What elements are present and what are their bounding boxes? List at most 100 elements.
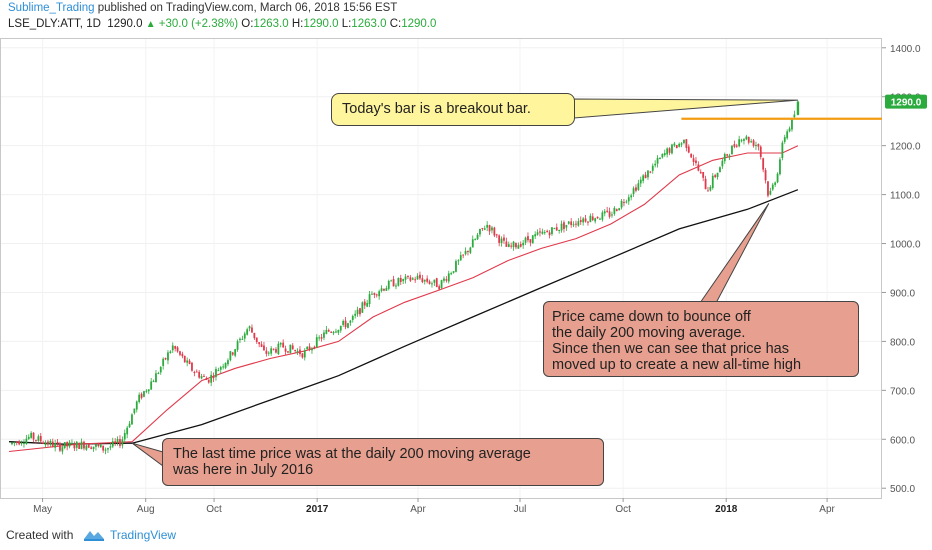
- candle-body: [594, 218, 597, 222]
- candle-body: [150, 381, 153, 390]
- x-tick-label: Aug: [137, 504, 155, 515]
- candle-body: [44, 442, 47, 446]
- candle-body: [639, 179, 642, 184]
- candle-body: [368, 294, 371, 305]
- candle-body: [241, 338, 244, 340]
- y-tick-label: 1100.0: [890, 191, 920, 202]
- july-note-line-2: was here in July 2016: [173, 462, 314, 478]
- candle-body: [747, 136, 750, 143]
- candle-body: [61, 447, 64, 452]
- candle-body: [728, 155, 731, 158]
- candle-body: [260, 344, 263, 347]
- candle-body: [644, 174, 647, 179]
- y-tick-label: 500.0: [890, 484, 915, 495]
- candle-body: [186, 360, 189, 363]
- candle-body: [471, 239, 474, 248]
- candle-body: [289, 344, 292, 354]
- x-tick-label: Apr: [819, 504, 835, 515]
- candle-body: [519, 244, 522, 247]
- candle-body: [217, 370, 220, 372]
- callout-pointers: [131, 98, 798, 467]
- candle-body: [735, 145, 738, 147]
- candle-body: [690, 153, 693, 158]
- candle-body: [99, 444, 102, 448]
- candle-body: [416, 275, 419, 280]
- candle-body: [788, 128, 791, 132]
- candle-body: [299, 349, 301, 355]
- candle-body: [692, 158, 695, 162]
- candle-body: [529, 239, 532, 243]
- candle-body: [107, 448, 109, 450]
- candle-body: [236, 341, 239, 350]
- candle-body: [635, 187, 637, 191]
- candle-body: [200, 376, 203, 379]
- candle-body: [39, 435, 42, 442]
- candle-body: [759, 146, 762, 158]
- candle-body: [308, 346, 311, 350]
- candle-body: [570, 221, 573, 225]
- candle-body: [539, 231, 541, 233]
- candle-body: [207, 379, 210, 383]
- x-tick-label: 2018: [715, 504, 738, 515]
- candle-body: [315, 337, 318, 348]
- candle-body: [277, 343, 280, 355]
- symbol-line: LSE_DLY:ATT, 1D 1290.0 ▲ +30.0 (+2.38%) …: [8, 18, 436, 30]
- candle-body: [363, 301, 366, 306]
- author-link[interactable]: Sublime_Trading: [8, 2, 95, 14]
- candle-body: [527, 236, 529, 241]
- candle-body: [685, 139, 688, 148]
- bounce-note-line-1: Price came down to bounce off: [552, 309, 751, 325]
- candle-body: [404, 276, 407, 280]
- candle-body: [659, 157, 661, 159]
- candle-body: [222, 366, 225, 368]
- low-label: L:: [341, 18, 352, 30]
- candle-body: [565, 224, 568, 228]
- x-tick-label: Oct: [206, 504, 222, 515]
- candle-body: [419, 274, 421, 279]
- candle-body: [37, 436, 40, 441]
- candle-body: [210, 374, 213, 383]
- candle-body: [387, 280, 390, 289]
- candle-body: [313, 346, 316, 349]
- candle-body: [467, 250, 469, 252]
- candle-body: [114, 441, 117, 443]
- candle-body: [714, 175, 717, 178]
- candle-body: [162, 358, 165, 366]
- x-tick-label: May: [33, 504, 52, 515]
- symbol-label: LSE_DLY:ATT, 1D: [8, 18, 101, 30]
- candle-body: [354, 313, 357, 316]
- candle-body: [483, 228, 486, 230]
- candle-body: [383, 288, 385, 291]
- x-tick-label: Apr: [410, 504, 426, 515]
- candle-body: [366, 302, 369, 307]
- candle-body: [183, 355, 186, 363]
- candle-body: [303, 350, 306, 358]
- candle-body: [359, 308, 361, 315]
- candle-body: [140, 393, 143, 398]
- candle-body: [121, 439, 124, 446]
- candle-body: [656, 158, 659, 164]
- candle-body: [320, 337, 323, 339]
- candle-body: [147, 389, 150, 392]
- candle-body: [591, 216, 594, 221]
- candle-body: [380, 288, 383, 292]
- candle-body: [375, 294, 378, 296]
- candle-body: [179, 351, 181, 355]
- candle-body: [428, 281, 431, 284]
- candle-body: [284, 348, 287, 352]
- candle-body: [575, 223, 577, 225]
- candle-body: [443, 278, 445, 281]
- candle-body: [104, 449, 107, 451]
- candle-body: [620, 200, 623, 208]
- candle-body: [63, 442, 66, 448]
- candle-body: [558, 229, 561, 231]
- candle-body: [762, 158, 765, 170]
- candle-body: [423, 279, 426, 282]
- y-tick-label: 700.0: [890, 386, 915, 397]
- candle-body: [493, 227, 496, 236]
- candle-body: [613, 207, 616, 214]
- candle-body: [395, 285, 397, 287]
- tradingview-link[interactable]: TradingView: [110, 528, 177, 542]
- candle-body: [563, 222, 565, 229]
- candle-body: [371, 293, 373, 295]
